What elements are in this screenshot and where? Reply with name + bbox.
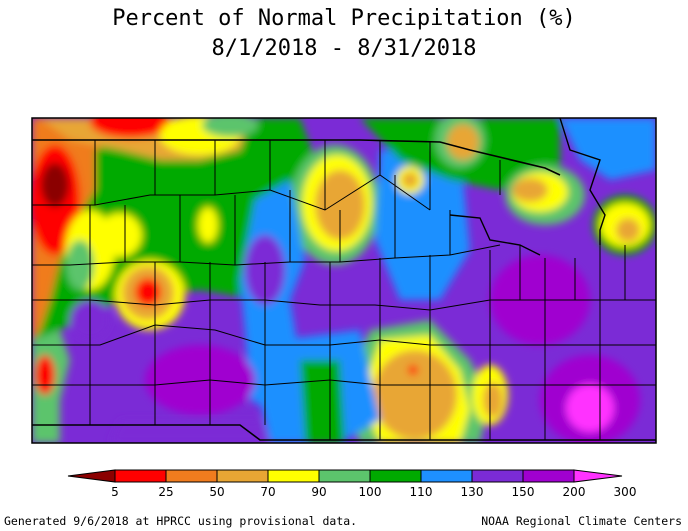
footer-generated-note: Generated 9/6/2018 at HPRCC using provis… (4, 514, 358, 528)
legend-label: 5 (111, 485, 119, 499)
legend-label: 90 (311, 485, 327, 499)
legend-color-bar (67, 469, 623, 483)
legend-bin-4 (267, 469, 320, 483)
map-date-range: 8/1/2018 - 8/31/2018 (211, 36, 477, 61)
legend-label: 25 (158, 485, 174, 499)
precipitation-field (32, 118, 656, 443)
map-title: Percent of Normal Precipitation (%) (112, 6, 576, 31)
legend-label: 200 (562, 485, 586, 499)
county-boundaries (31, 117, 657, 444)
legend-bin-7 (420, 469, 473, 483)
legend-label: 130 (460, 485, 484, 499)
legend-label: 50 (209, 485, 225, 499)
legend-label: 100 (358, 485, 382, 499)
legend-bin-8 (471, 469, 524, 483)
legend-bin-6 (369, 469, 422, 483)
legend-bin-9 (522, 469, 575, 483)
legend-label: 300 (613, 485, 637, 499)
legend-bin-10 (573, 469, 623, 483)
footer-source: NOAA Regional Climate Centers (481, 514, 682, 528)
legend-bin-2 (165, 469, 218, 483)
legend-label: 150 (511, 485, 535, 499)
legend-bin-5 (318, 469, 371, 483)
legend-label: 70 (260, 485, 276, 499)
legend-label: 110 (409, 485, 433, 499)
legend-bin-0 (67, 469, 116, 483)
legend-bin-3 (216, 469, 269, 483)
legend-bin-1 (114, 469, 167, 483)
